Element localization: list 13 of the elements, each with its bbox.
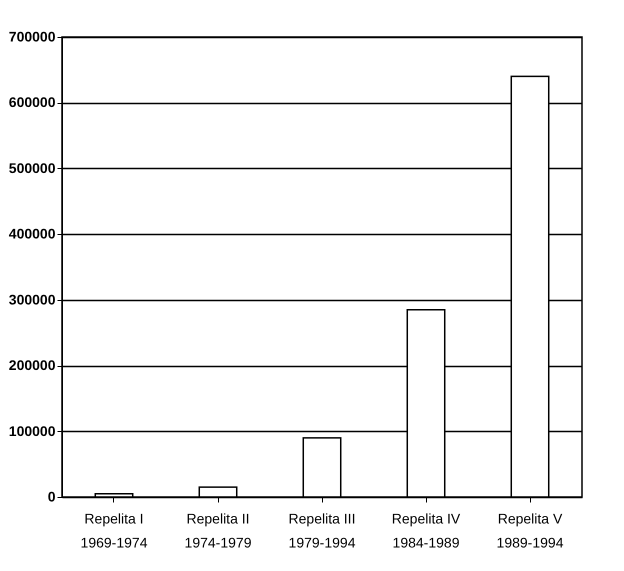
x-tick-label: Repelita III 1979-1994 — [288, 510, 356, 550]
y-tick-label: 100000 — [8, 422, 56, 439]
y-tick-label: 600000 — [8, 94, 56, 110]
x-tick-label: Repelita V 1989-1994 — [496, 510, 564, 550]
y-tick-label: 400000 — [8, 226, 56, 242]
x-tick-label: Repelita IV 1984-1989 — [392, 510, 461, 550]
y-tick-label: 0 — [48, 488, 56, 504]
y-tick-label: 300000 — [8, 291, 56, 308]
y-tick-label: 700000 — [8, 28, 56, 44]
y-tick-label: 200000 — [8, 357, 56, 374]
y-tick-label: 500000 — [8, 160, 56, 176]
x-tick-label: Repelita I 1969-1974 — [80, 510, 148, 550]
x-tick-label: Repelita II 1974-1979 — [184, 510, 252, 550]
